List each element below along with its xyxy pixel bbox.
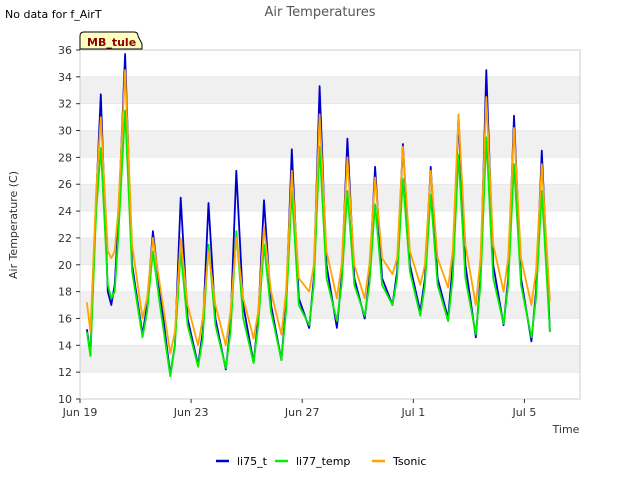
y-tick-label: 30 — [58, 125, 72, 138]
no-data-note: No data for f_AirT — [5, 8, 102, 21]
y-axis: 10 12 14 16 18 20 22 24 26 28 30 32 34 36 — [58, 44, 80, 406]
legend-label-li77_temp: li77_temp — [296, 455, 350, 468]
y-tick-label: 10 — [58, 393, 72, 406]
x-tick-label: Jun 19 — [62, 406, 98, 419]
y-tick-label: 16 — [58, 312, 72, 325]
x-tick-label: Jun 27 — [284, 406, 320, 419]
x-tick-label: Jul 5 — [512, 406, 537, 419]
legend-label-li75_t: li75_t — [237, 455, 268, 468]
series-line-li77_temp — [86, 109, 551, 378]
series-lines — [86, 53, 551, 378]
x-tick-label: Jun 23 — [173, 406, 209, 419]
badge-label: MB_tule — [87, 36, 136, 49]
x-axis-title: Time — [552, 423, 580, 436]
y-tick-label: 18 — [58, 286, 72, 299]
y-tick-label: 34 — [58, 71, 72, 84]
y-tick-label: 14 — [58, 339, 72, 352]
y-tick-label: 26 — [58, 178, 72, 191]
y-tick-label: 24 — [58, 205, 72, 218]
y-tick-label: 22 — [58, 232, 72, 245]
grid-band — [80, 345, 580, 373]
y-axis-title: Air Temperature (C) — [7, 171, 20, 279]
grid-band — [80, 184, 580, 212]
y-tick-label: 12 — [58, 366, 72, 379]
y-tick-label: 36 — [58, 44, 72, 57]
x-tick-label: Jul 1 — [400, 406, 425, 419]
site-badge: MB_tule — [79, 31, 143, 50]
chart-title: Air Temperatures — [264, 5, 375, 20]
series-line-Tsonic — [86, 69, 551, 355]
badge-shape — [79, 31, 143, 50]
grid-band — [80, 130, 580, 158]
x-axis: Jun 19 Jun 23 Jun 27 Jul 1 Jul 5 — [62, 399, 537, 419]
grid-band — [80, 76, 580, 104]
legend-label-Tsonic: Tsonic — [392, 455, 426, 468]
plot-frame — [79, 49, 581, 400]
legend: li75_t li77_temp Tsonic — [216, 455, 426, 468]
y-tick-label: 28 — [58, 151, 72, 164]
y-tick-label: 20 — [58, 259, 72, 272]
grid-bands — [80, 49, 580, 400]
y-tick-label: 32 — [58, 98, 72, 111]
